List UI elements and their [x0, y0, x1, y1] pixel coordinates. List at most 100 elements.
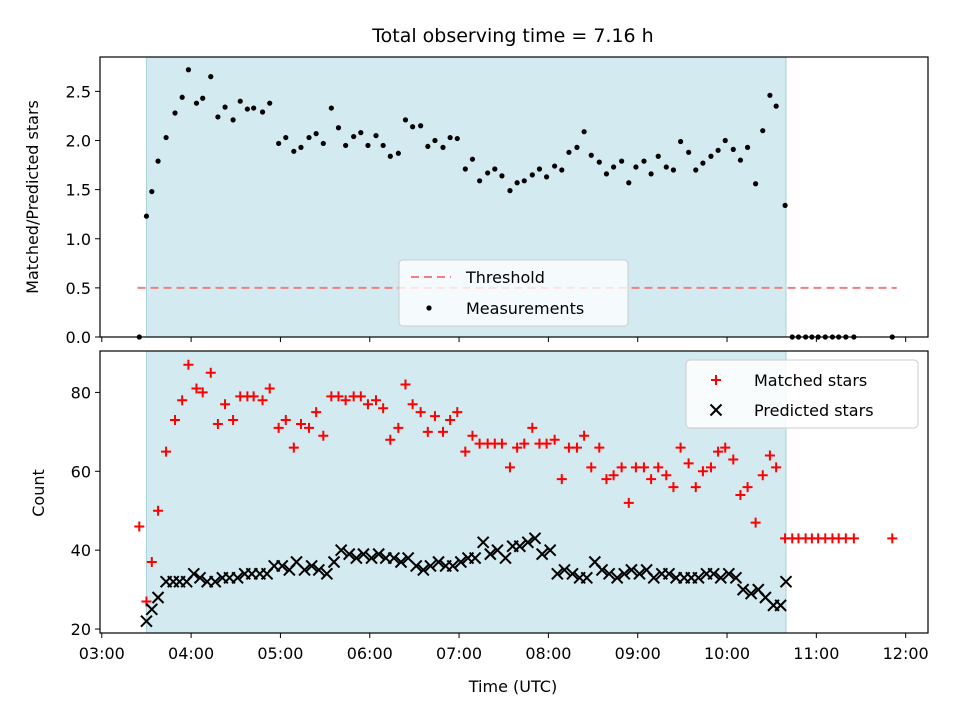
- bottom-legend: Matched stars Predicted stars: [685, 359, 919, 429]
- matched-star-point: [177, 395, 188, 406]
- predicted-star-point: [432, 555, 445, 569]
- measurement-point: [677, 138, 684, 145]
- matched-star-point: [697, 466, 708, 477]
- x-tick-label: 10:00: [704, 644, 750, 663]
- measurement-point: [566, 149, 572, 155]
- matched-star-point: [742, 482, 753, 493]
- matched-star-point: [146, 557, 157, 568]
- predicted-star-point: [595, 563, 609, 577]
- matched-star-point: [183, 359, 194, 370]
- measurement-point: [172, 110, 178, 116]
- measurement-point: [536, 166, 543, 172]
- matched-star-point: [467, 430, 478, 441]
- measurement-point: [648, 171, 654, 177]
- matched-star-point: [887, 533, 898, 544]
- measurement-point: [626, 180, 632, 186]
- measurement-point: [477, 178, 483, 184]
- matched-star-point: [460, 446, 471, 457]
- predicted-star-point: [736, 583, 750, 596]
- legend-matched-swatch: [711, 375, 721, 385]
- matched-star-point: [422, 426, 433, 437]
- matched-star-point: [400, 379, 411, 390]
- measurement-point: [343, 142, 349, 149]
- measurement-point: [700, 160, 706, 166]
- measurement-point: [469, 156, 476, 162]
- predicted-star-point: [633, 567, 646, 581]
- matched-star-point: [393, 422, 404, 433]
- matched-star-point: [220, 399, 231, 410]
- matched-star-point: [675, 442, 686, 453]
- bottom-series-predicted-stars: [140, 532, 793, 628]
- measurement-point: [320, 140, 326, 147]
- measurement-point: [715, 147, 721, 153]
- measurement-point: [328, 105, 334, 111]
- matched-star-point: [437, 426, 448, 437]
- measurement-point: [163, 134, 169, 141]
- matched-star-point: [362, 399, 373, 410]
- predicted-star-point: [610, 571, 624, 584]
- matched-star-point: [288, 442, 299, 453]
- matched-star-point: [705, 462, 716, 473]
- matched-star-point: [653, 462, 664, 473]
- matched-star-point: [197, 387, 208, 398]
- chart-title: Total observing time = 7.16 h: [371, 25, 653, 47]
- measurement-point: [237, 98, 243, 104]
- measurement-point: [251, 105, 257, 111]
- measurement-point: [655, 153, 661, 159]
- matched-star-point: [452, 407, 463, 418]
- matched-star-point: [304, 422, 315, 433]
- predicted-star-point: [558, 563, 571, 577]
- predicted-star-point: [350, 551, 363, 565]
- measurement-point: [633, 164, 639, 170]
- predicted-star-point: [312, 563, 326, 577]
- measurement-point: [507, 188, 513, 194]
- predicted-star-point: [779, 575, 793, 588]
- bottom-series-matched-stars: [134, 359, 898, 607]
- matched-star-point: [690, 482, 701, 493]
- measurement-point: [499, 173, 505, 179]
- measurement-point: [335, 125, 342, 131]
- measurement-point: [619, 158, 625, 164]
- top-y-tick-label: 2.0: [66, 132, 91, 151]
- bottom-y-axis-label: Count: [29, 469, 48, 517]
- top-y-tick-label: 0.0: [66, 328, 91, 347]
- predicted-star-point: [409, 559, 423, 573]
- predicted-star-point: [187, 567, 200, 581]
- matched-star-point: [623, 497, 634, 508]
- predicted-star-point: [543, 543, 557, 557]
- x-axis-label: Time (UTC): [468, 677, 557, 696]
- measurement-point: [663, 164, 669, 170]
- measurement-point: [574, 144, 580, 150]
- measurement-point: [737, 157, 744, 163]
- top-y-tick-label: 0.5: [66, 279, 91, 298]
- bottom-y-tick-label: 60: [71, 462, 91, 481]
- measurement-point: [143, 213, 150, 219]
- predicted-star-point: [618, 567, 631, 581]
- measurement-point: [351, 133, 357, 140]
- matched-star-point: [264, 383, 275, 394]
- matched-star-point: [713, 446, 724, 457]
- matched-star-point: [771, 462, 782, 473]
- top-y-axis-label: Matched/Predicted stars: [23, 100, 42, 294]
- measurement-point: [529, 172, 535, 178]
- bottom-axes-frame: [99, 350, 929, 634]
- measurement-point: [744, 144, 751, 150]
- measurement-point: [521, 178, 527, 184]
- matched-star-point: [273, 422, 284, 433]
- predicted-star-point: [372, 547, 385, 561]
- measurement-point: [200, 95, 206, 101]
- predicted-star-point: [707, 567, 720, 581]
- matched-star-point: [594, 442, 605, 453]
- matched-star-point: [280, 415, 291, 426]
- measurement-point: [641, 158, 647, 164]
- matched-star-point: [601, 474, 612, 485]
- bottom-legend-box: [685, 359, 919, 429]
- predicted-star-point: [342, 547, 356, 561]
- predicted-star-point: [424, 559, 437, 573]
- measurement-point: [244, 106, 250, 112]
- matched-star-point: [683, 458, 694, 469]
- predicted-star-point: [151, 591, 165, 604]
- x-tick-label: 07:00: [436, 644, 482, 663]
- matched-star-point: [355, 391, 366, 402]
- x-tick-label: 06:00: [347, 644, 393, 663]
